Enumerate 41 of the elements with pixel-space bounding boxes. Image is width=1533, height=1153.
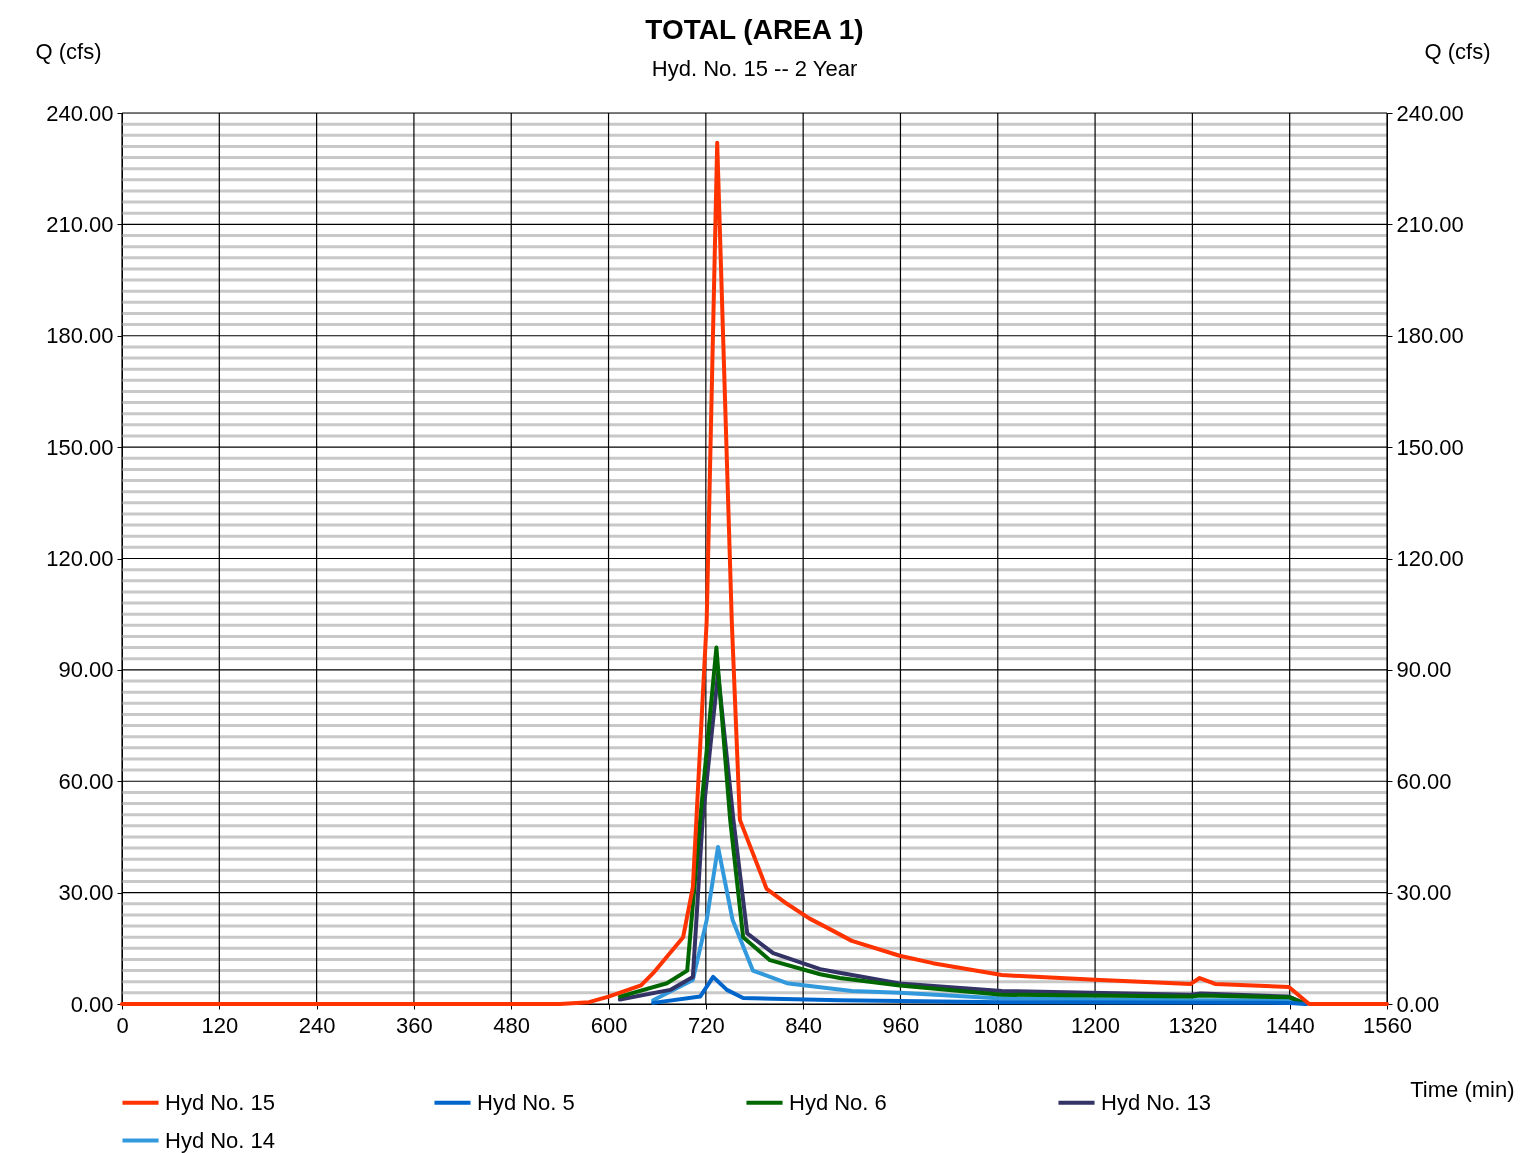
x-tick-label: 240: [298, 1012, 336, 1038]
x-tick-label: 960: [882, 1012, 920, 1038]
y2-tick-label: 30.00: [1396, 880, 1452, 906]
x-tick-label: 600: [590, 1012, 628, 1038]
y-axis-title: Q (cfs): [35, 38, 102, 64]
y2-tick-label: 180.00: [1396, 323, 1464, 349]
y-tick-label: 60.00: [58, 768, 114, 794]
y2-axis-title: Q (cfs): [1424, 38, 1491, 64]
x-tick-label: 1320: [1168, 1012, 1218, 1038]
line-series: [651, 974, 1308, 1006]
x-axis-title: Time (min): [1410, 1076, 1515, 1102]
legend-label: Hyd No. 15: [165, 1089, 276, 1115]
y-tick-label: 120.00: [46, 546, 114, 571]
y2-tick-label: 90.00: [1396, 657, 1452, 683]
y-tick-label: 30.00: [58, 880, 114, 906]
y-tick-label: 240.00: [46, 100, 114, 126]
chart-title: TOTAL (AREA 1): [645, 14, 864, 45]
y2-tick-label: 60.00: [1396, 768, 1452, 794]
x-tick-label: 1080: [973, 1012, 1023, 1038]
y-tick-label: 210.00: [46, 211, 114, 237]
legend-label: Hyd No. 5: [477, 1089, 575, 1115]
y2-tick-label: 210.00: [1396, 211, 1464, 237]
x-tick-label: 1200: [1071, 1012, 1121, 1038]
chart-subtitle: Hyd. No. 15 -- 2 Year: [651, 56, 858, 81]
x-tick-label: 0: [116, 1012, 129, 1038]
legend-label: Hyd No. 6: [789, 1089, 887, 1115]
x-tick-label: 1440: [1265, 1012, 1315, 1038]
y2-tick-label: 120.00: [1396, 546, 1464, 571]
y2-tick-label: 150.00: [1396, 434, 1464, 460]
x-tick-label: 360: [396, 1012, 433, 1038]
x-tick-label: 840: [785, 1012, 823, 1038]
x-tick-label: 120: [201, 1012, 239, 1038]
x-tick-label: 480: [493, 1012, 531, 1038]
y-tick-label: 0.00: [70, 991, 114, 1017]
legend-label: Hyd No. 13: [1101, 1089, 1212, 1115]
y-tick-label: 90.00: [58, 657, 114, 683]
y-tick-label: 180.00: [46, 323, 114, 349]
legend-label: Hyd No. 14: [165, 1127, 276, 1153]
y-tick-label: 150.00: [46, 434, 114, 460]
x-tick-label: 720: [687, 1012, 725, 1038]
y2-tick-label: 240.00: [1396, 100, 1464, 126]
